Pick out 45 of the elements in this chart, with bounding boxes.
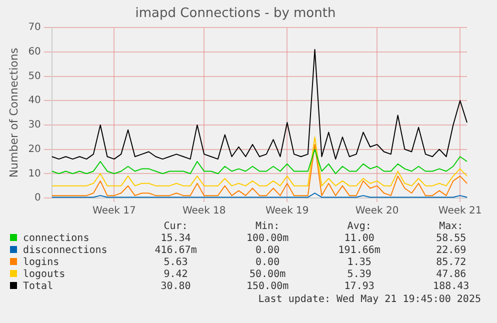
legend-label: disconnections	[22, 244, 108, 256]
text: 100.00m	[245, 232, 290, 244]
text: 188.43	[432, 280, 470, 292]
text: 0.00	[254, 244, 281, 256]
x-tick-label: Week 21	[438, 206, 482, 217]
text: 9.42	[162, 268, 189, 280]
text: 17.93	[343, 280, 376, 292]
text: 30.80	[160, 280, 192, 292]
x-tick-label: Week 18	[182, 206, 226, 217]
text: 50.00m	[248, 268, 287, 280]
text: Cur:	[162, 220, 189, 232]
y-tick-label: 20	[28, 144, 41, 155]
y-tick-label: 0	[34, 192, 41, 204]
y-tick-label: 70	[28, 22, 41, 34]
y-tick-label: 60	[28, 46, 41, 58]
legend-label: logins	[22, 256, 60, 268]
text: Avg:	[346, 220, 372, 232]
y-tick-label: 50	[28, 70, 41, 82]
y-tick-label: 30	[28, 120, 41, 131]
text: 58.55	[435, 232, 468, 244]
text: Last update: Wed May 21 19:45:00 2025	[257, 294, 482, 305]
chart-title: imapd Connections - by month	[135, 6, 336, 22]
y-tick-label: 40	[28, 95, 41, 106]
x-tick-label: Week 17	[92, 206, 136, 217]
legend-label: connections	[22, 232, 90, 244]
text: 85.72	[435, 256, 468, 268]
text: 11.00	[343, 232, 376, 244]
x-tick-label: Week 20	[355, 206, 399, 217]
text: 5.63	[162, 256, 189, 268]
x-tick-label: Week 19	[265, 206, 309, 217]
legend-label: Total	[22, 280, 54, 292]
text: 5.39	[346, 268, 372, 280]
y-axis-title: Number of Connections	[7, 48, 20, 178]
legend-label: logouts	[22, 268, 66, 280]
y-tick-label: 10	[28, 168, 41, 180]
text: Min:	[254, 220, 281, 232]
text: 1.35	[346, 256, 372, 268]
text: 47.86	[435, 268, 468, 280]
text: Max:	[438, 220, 464, 232]
text: 22.69	[435, 244, 468, 256]
text: 150.00m	[245, 280, 290, 292]
text: 416.67m	[154, 244, 198, 256]
text: 191.66m	[337, 244, 382, 256]
text: 0.00	[254, 256, 281, 268]
text: 15.34	[160, 232, 192, 244]
